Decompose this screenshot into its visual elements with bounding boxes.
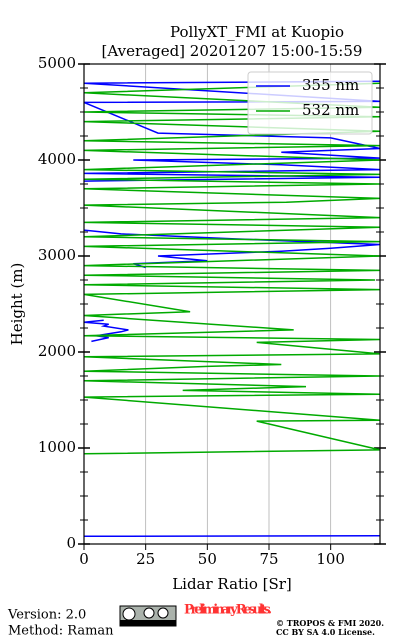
y-axis-label: Height (m) bbox=[8, 263, 26, 346]
method: Method: Raman bbox=[8, 624, 114, 639]
preliminary: Preliminary Results. bbox=[184, 603, 272, 618]
plot-frame bbox=[83, 63, 381, 545]
y-tick-label: 1000 bbox=[38, 438, 76, 456]
y-tick-label: 3000 bbox=[38, 246, 76, 264]
legend-box bbox=[247, 71, 373, 135]
version: Version: 2.0 bbox=[7, 608, 86, 623]
x-tick-label: 100 bbox=[316, 550, 345, 568]
chart-title: PollyXT_FMI at Kuopio bbox=[170, 23, 344, 41]
legend-label: 355 nm bbox=[302, 76, 359, 94]
series-line bbox=[83, 80, 381, 538]
license: CC BY SA 4.0 License. bbox=[276, 627, 375, 637]
x-tick-label: 75 bbox=[259, 550, 278, 568]
y-tick-label: 0 bbox=[66, 534, 76, 552]
legend-label: 532 nm bbox=[302, 101, 359, 119]
x-tick-label: 0 bbox=[79, 550, 89, 568]
series-line bbox=[83, 82, 381, 455]
y-tick-label: 4000 bbox=[38, 150, 76, 168]
chart-subtitle: [Averaged] 20201207 15:00-15:59 bbox=[102, 42, 363, 60]
x-axis-label: Lidar Ratio [Sr] bbox=[172, 575, 292, 593]
copyright: © TROPOS & FMI 2020. bbox=[276, 618, 384, 628]
x-tick-label: 50 bbox=[198, 550, 217, 568]
y-tick-label: 2000 bbox=[38, 342, 76, 360]
x-tick-label: 25 bbox=[136, 550, 155, 568]
cc-badge bbox=[119, 605, 177, 627]
y-tick-label: 5000 bbox=[38, 54, 76, 72]
